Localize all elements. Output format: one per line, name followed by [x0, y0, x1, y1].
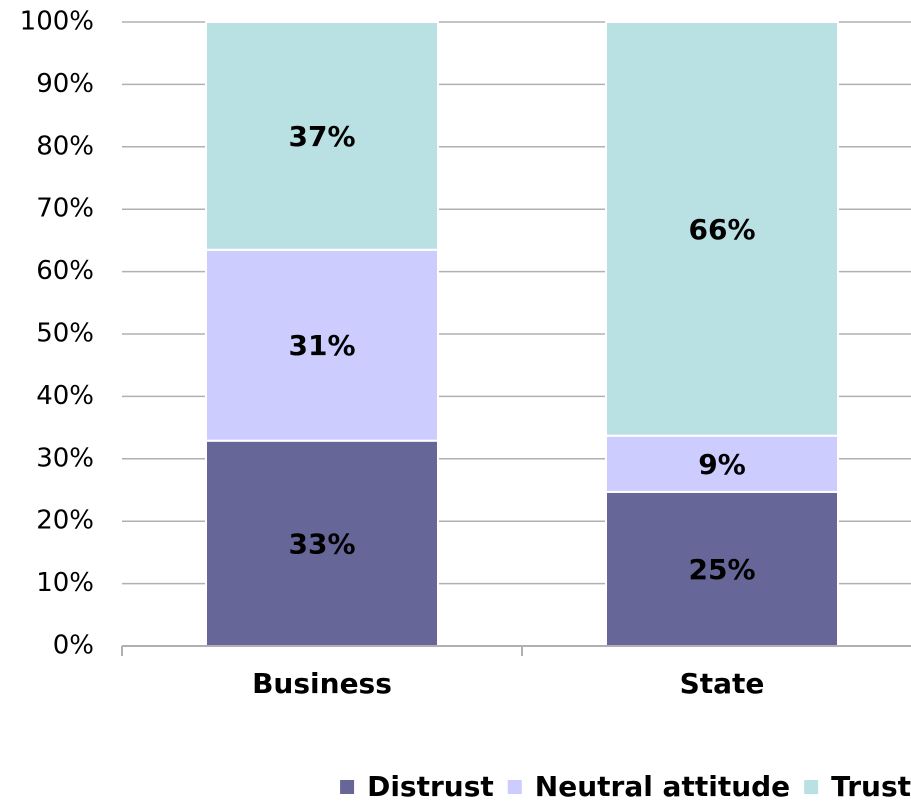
bar-segment	[605, 21, 839, 437]
y-tick-label: 50%	[36, 319, 94, 349]
bar-segment	[605, 490, 839, 648]
x-tick-label: Business	[252, 667, 392, 700]
y-tick-label: 0%	[53, 631, 94, 661]
x-tick-label: State	[680, 667, 765, 700]
legend-label: Distrust	[367, 770, 494, 802]
bar-segment	[205, 21, 439, 251]
data-label: 66%	[688, 213, 755, 246]
data-label: 31%	[288, 329, 355, 362]
bar-segment	[605, 434, 839, 493]
y-tick-label: 40%	[36, 381, 94, 411]
legend-swatch	[507, 780, 522, 794]
y-tick-label: 90%	[36, 69, 94, 99]
data-label: 25%	[688, 553, 755, 586]
y-tick-label: 100%	[20, 7, 94, 37]
data-label: 9%	[698, 448, 746, 481]
bar-segment	[205, 248, 439, 442]
y-tick-label: 20%	[36, 506, 94, 536]
y-tick-label: 70%	[36, 194, 94, 224]
y-tick-label: 30%	[36, 443, 94, 473]
legend-label: Trust	[831, 770, 911, 802]
y-tick-label: 80%	[36, 131, 94, 161]
legend-swatch	[804, 780, 819, 794]
legend-swatch	[340, 780, 355, 794]
data-label: 37%	[288, 120, 355, 153]
y-tick-label: 60%	[36, 256, 94, 286]
y-tick-label: 10%	[36, 568, 94, 598]
legend-label: Neutral attitude	[535, 770, 790, 802]
data-label: 33%	[288, 527, 355, 560]
